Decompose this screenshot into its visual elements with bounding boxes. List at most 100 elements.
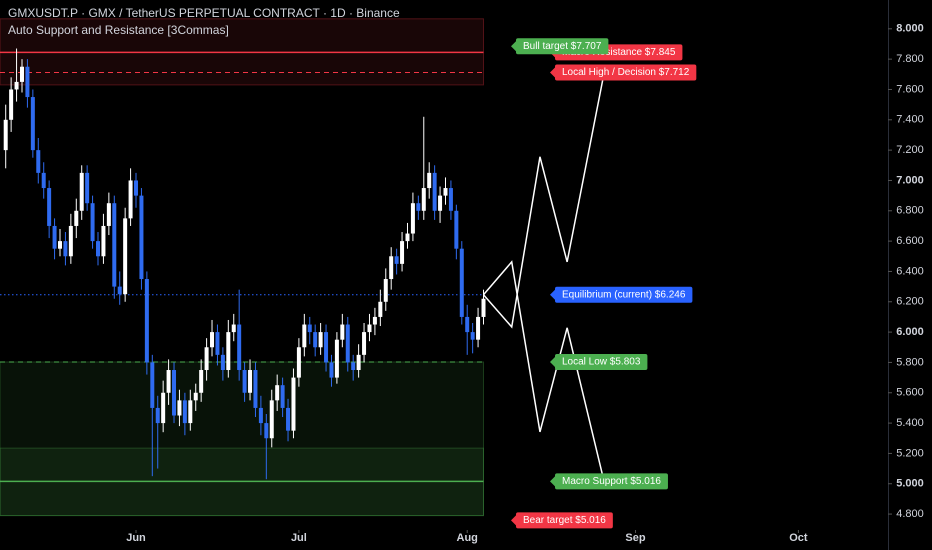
price-tag: Local Low $5.803: [550, 353, 648, 370]
candle-body: [400, 241, 405, 264]
tag-label: Bull target $7.707: [523, 41, 602, 52]
candle-body: [101, 225, 106, 257]
tag-label: Equilibrium (current) $6.246: [562, 289, 686, 300]
candle-body: [150, 362, 155, 408]
candle-body: [14, 81, 19, 90]
candle-body: [481, 298, 486, 317]
candle-body: [302, 324, 307, 348]
candle-body: [264, 423, 269, 439]
x-tick-label: Jun: [126, 532, 146, 544]
chart-title: GMXUSDT.P · GMX / TetherUS PERPETUAL CON…: [8, 6, 400, 20]
candle-body: [248, 370, 253, 393]
candle-body: [459, 248, 464, 317]
candle-body: [96, 241, 101, 257]
tag-pointer: [550, 67, 555, 78]
candle-body: [383, 279, 388, 302]
projection-path: [482, 260, 605, 482]
tag-label: Local Low $5.803: [562, 357, 641, 368]
price-tag: Bull target $7.707: [511, 38, 609, 55]
y-tick-label: 8.000: [896, 23, 924, 35]
tag-box: [555, 353, 648, 370]
candle-body: [476, 316, 481, 340]
candle-body: [432, 172, 437, 211]
candle-body: [25, 66, 30, 98]
candle-body: [378, 301, 383, 317]
candle-body: [155, 407, 160, 424]
candle-body: [443, 188, 448, 196]
candle-body: [90, 203, 95, 242]
y-tick-label: 7.200: [896, 144, 924, 156]
candle-body: [253, 370, 258, 408]
tag-label: Macro Support $5.016: [562, 476, 661, 487]
candle-body: [286, 407, 291, 431]
price-tag: Bear target $5.016: [511, 512, 613, 529]
candle-body: [204, 347, 209, 371]
tag-pointer: [511, 515, 516, 526]
candle-body: [19, 66, 24, 82]
y-tick-label: 4.800: [896, 508, 924, 520]
candle-body: [128, 180, 133, 219]
candle-body: [161, 392, 166, 424]
y-tick-label: 6.800: [896, 205, 924, 217]
candle-body: [139, 195, 144, 280]
candle-body: [112, 203, 117, 287]
candle-body: [448, 188, 453, 211]
candle-body: [41, 172, 46, 189]
candle-body: [416, 203, 421, 211]
candle-body: [188, 400, 193, 424]
y-tick-label: 6.600: [896, 235, 924, 247]
candle-body: [318, 332, 323, 348]
candle-body: [215, 332, 220, 355]
x-tick-label: Jul: [291, 532, 307, 544]
candle-body: [74, 210, 79, 226]
tag-box: [555, 64, 697, 81]
y-tick-label: 7.400: [896, 114, 924, 126]
candle-body: [172, 370, 177, 416]
price-tag: Local High / Decision $7.712: [550, 64, 697, 81]
tag-box: [516, 38, 609, 55]
candle-body: [117, 286, 122, 295]
candle-body: [329, 362, 334, 378]
price-tag: Equilibrium (current) $6.246: [550, 286, 693, 303]
candle-body: [410, 203, 415, 234]
candle-body: [220, 354, 225, 371]
y-tick-label: 6.200: [896, 296, 924, 308]
candle-body: [324, 332, 329, 363]
candle-body: [438, 195, 443, 211]
candle-body: [47, 188, 52, 226]
candle-body: [237, 324, 242, 371]
y-tick-label: 5.000: [896, 478, 924, 490]
candle-body: [36, 150, 41, 173]
candle-body: [258, 407, 263, 424]
y-tick-label: 5.400: [896, 417, 924, 429]
x-tick-label: Aug: [457, 532, 478, 544]
y-tick-label: 5.800: [896, 356, 924, 368]
x-tick-label: Sep: [625, 532, 645, 544]
candle-body: [231, 324, 236, 333]
y-tick-label: 7.000: [896, 174, 924, 186]
candle-body: [280, 385, 285, 408]
candle-body: [356, 354, 361, 371]
candle-body: [210, 332, 215, 348]
tag-pointer: [550, 289, 555, 300]
x-tick-label: Oct: [789, 532, 808, 544]
tag-pointer: [550, 356, 555, 367]
candle-body: [226, 332, 231, 371]
candle-body: [351, 362, 356, 371]
y-tick-label: 6.400: [896, 265, 924, 277]
candle-body: [57, 241, 62, 249]
y-tick-label: 5.200: [896, 447, 924, 459]
zone: [0, 361, 484, 517]
tag-label: Macro Resistance $7.845: [562, 47, 676, 58]
candle-body: [291, 377, 296, 431]
candle-body: [362, 332, 367, 355]
projection-path: [482, 73, 605, 329]
candle-body: [166, 370, 171, 393]
candle-body: [334, 339, 339, 378]
tag-pointer: [511, 41, 516, 52]
candle-body: [3, 119, 8, 151]
tag-pointer: [550, 476, 555, 487]
y-tick-label: 6.000: [896, 326, 924, 338]
